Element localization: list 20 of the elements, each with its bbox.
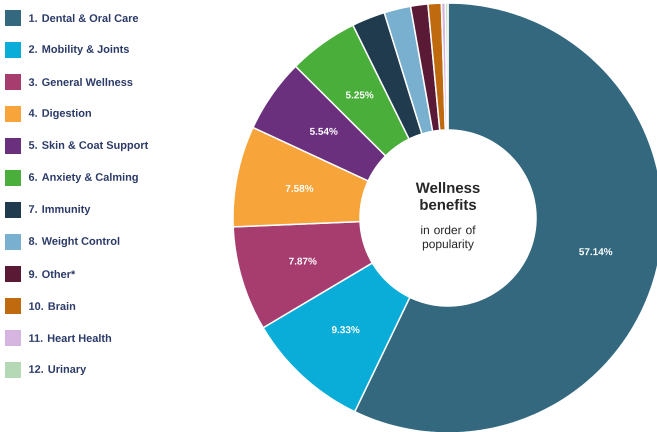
data-label: 7.58%: [286, 184, 314, 192]
legend-label: 12. Urinary: [29, 364, 86, 376]
legend-label: 6. Anxiety & Calming: [28, 172, 138, 184]
data-label: 5.54%: [310, 128, 338, 135]
legend-label: 5. Skin & Coat Support: [28, 140, 148, 152]
legend-label: 2. Mobility & Joints: [28, 44, 129, 56]
text: in order of popularity: [421, 225, 476, 251]
legend-label: 10. Brain: [29, 302, 76, 310]
legend-label: 4. Digestion: [28, 108, 91, 120]
legend-label: 8. Weight Control: [28, 236, 120, 248]
text: Wellness benefits: [416, 182, 480, 210]
data-label: 5.25%: [346, 91, 374, 98]
legend-label: 9. Other*: [28, 270, 76, 278]
data-label: 7.87%: [289, 258, 317, 265]
data-label: 9.33%: [332, 326, 360, 334]
legend-label: 1. Dental & Oral Care: [29, 14, 138, 22]
legend-label: 7. Immunity: [28, 204, 90, 216]
legend-label: 3. General Wellness: [28, 78, 132, 86]
legend-label: 11. Heart Health: [29, 334, 112, 342]
data-label: 57.14%: [579, 248, 612, 256]
